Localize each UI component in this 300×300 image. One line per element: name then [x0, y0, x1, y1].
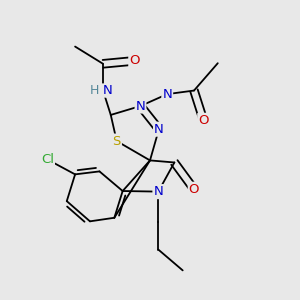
Text: N: N — [102, 84, 112, 97]
Text: Cl: Cl — [41, 153, 54, 166]
Text: O: O — [189, 183, 199, 196]
Text: N: N — [136, 100, 146, 112]
Text: O: O — [198, 114, 209, 127]
Text: O: O — [129, 54, 140, 67]
Text: N: N — [162, 88, 172, 100]
Text: H: H — [90, 84, 99, 97]
Text: S: S — [112, 135, 121, 148]
Text: N: N — [153, 185, 163, 198]
Text: N: N — [154, 123, 164, 136]
